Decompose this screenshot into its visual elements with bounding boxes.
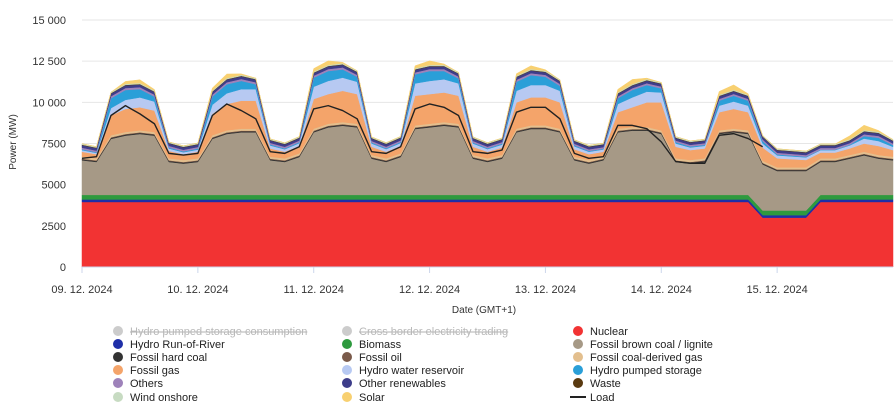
legend-label: Others — [130, 378, 164, 390]
legend-item[interactable]: Fossil coal-derived gas — [573, 352, 703, 364]
legend-dot-symbol — [573, 378, 583, 388]
y-tick-label: 5000 — [42, 180, 66, 192]
y-tick-label: 7500 — [42, 139, 66, 151]
legend-dot-symbol — [113, 326, 123, 336]
legend-label: Other renewables — [359, 378, 446, 390]
legend-item[interactable]: Waste — [573, 378, 621, 390]
legend-item[interactable]: Fossil hard coal — [113, 352, 207, 364]
legend-dot-symbol — [342, 378, 352, 388]
legend-item[interactable]: Other renewables — [342, 378, 446, 390]
legend-label: Load — [590, 392, 614, 404]
y-tick-label: 2500 — [42, 221, 66, 233]
legend-dot-symbol — [573, 365, 583, 375]
legend: Hydro pumped storage consumption Cross bo… — [113, 326, 713, 404]
legend-label: Biomass — [359, 339, 402, 351]
legend-item[interactable]: Others — [113, 378, 164, 390]
stacked-areas — [81, 60, 894, 268]
legend-label: Waste — [590, 378, 621, 390]
legend-dot-symbol — [113, 392, 123, 402]
legend-dot-symbol — [342, 392, 352, 402]
legend-label: Fossil oil — [359, 352, 402, 364]
legend-dot-symbol — [113, 378, 123, 388]
legend-label: Solar — [359, 392, 385, 404]
legend-label: Hydro pumped storage consumption — [130, 326, 307, 338]
legend-label: Hydro water reservoir — [359, 365, 464, 377]
legend-item[interactable]: Fossil brown coal / lignite — [573, 339, 713, 351]
legend-item[interactable]: Load — [570, 392, 614, 404]
y-axis-title: Power (MW) — [8, 114, 19, 170]
legend-label: Nuclear — [590, 326, 628, 338]
x-tick-label: 15. 12. 2024 — [747, 284, 808, 296]
legend-dot-symbol — [342, 352, 352, 362]
legend-dot-symbol — [342, 339, 352, 349]
legend-label: Hydro pumped storage — [590, 365, 702, 377]
legend-label: Hydro Run-of-River — [130, 339, 225, 351]
legend-dot-symbol — [113, 352, 123, 362]
y-tick-label: 12 500 — [32, 56, 66, 68]
x-tick-label: 10. 12. 2024 — [167, 284, 228, 296]
x-axis-title: Date (GMT+1) — [452, 305, 516, 316]
x-tick-label: 12. 12. 2024 — [399, 284, 460, 296]
legend-label: Fossil gas — [130, 365, 180, 377]
legend-dot-symbol — [573, 326, 583, 336]
x-tick-label: 14. 12. 2024 — [631, 284, 692, 296]
legend-item[interactable]: Wind onshore — [113, 392, 198, 404]
y-tick-label: 10 000 — [32, 97, 66, 109]
legend-item[interactable]: Hydro Run-of-River — [113, 339, 225, 351]
legend-dot-symbol — [342, 326, 352, 336]
x-tick-label: 09. 12. 2024 — [51, 284, 112, 296]
legend-label: Cross border electricity trading — [359, 326, 508, 338]
legend-label: Fossil hard coal — [130, 352, 207, 364]
area-series-14 — [81, 60, 894, 152]
legend-item[interactable]: Hydro pumped storage consumption — [113, 326, 307, 338]
y-tick-label: 0 — [60, 262, 66, 274]
legend-dot-symbol — [113, 365, 123, 375]
load-line-group — [81, 103, 764, 164]
legend-label: Fossil coal-derived gas — [590, 352, 703, 364]
legend-item[interactable]: Fossil oil — [342, 352, 402, 364]
legend-label: Wind onshore — [130, 392, 198, 404]
x-tick-label: 13. 12. 2024 — [515, 284, 576, 296]
legend-dot-symbol — [573, 339, 583, 349]
y-axis: 0 2500 5000 7500 10 000 12 500 15 000 — [32, 15, 66, 274]
legend-dot-symbol — [573, 352, 583, 362]
x-axis: 09. 12. 2024 10. 12. 2024 11. 12. 2024 12. … — [51, 266, 893, 296]
legend-item[interactable]: Hydro pumped storage — [573, 365, 702, 377]
legend-item[interactable]: Biomass — [342, 339, 402, 351]
legend-dot-symbol — [342, 365, 352, 375]
x-tick-label: 11. 12. 2024 — [284, 284, 344, 296]
legend-item[interactable]: Hydro water reservoir — [342, 365, 464, 377]
legend-item[interactable]: Fossil gas — [113, 365, 180, 377]
legend-item[interactable]: Cross border electricity trading — [342, 326, 508, 338]
y-tick-label: 15 000 — [32, 15, 66, 27]
legend-dot-symbol — [113, 339, 123, 349]
load-line — [81, 103, 764, 164]
legend-item[interactable]: Nuclear — [573, 326, 628, 338]
legend-label: Fossil brown coal / lignite — [590, 339, 713, 351]
legend-item[interactable]: Solar — [342, 392, 385, 404]
